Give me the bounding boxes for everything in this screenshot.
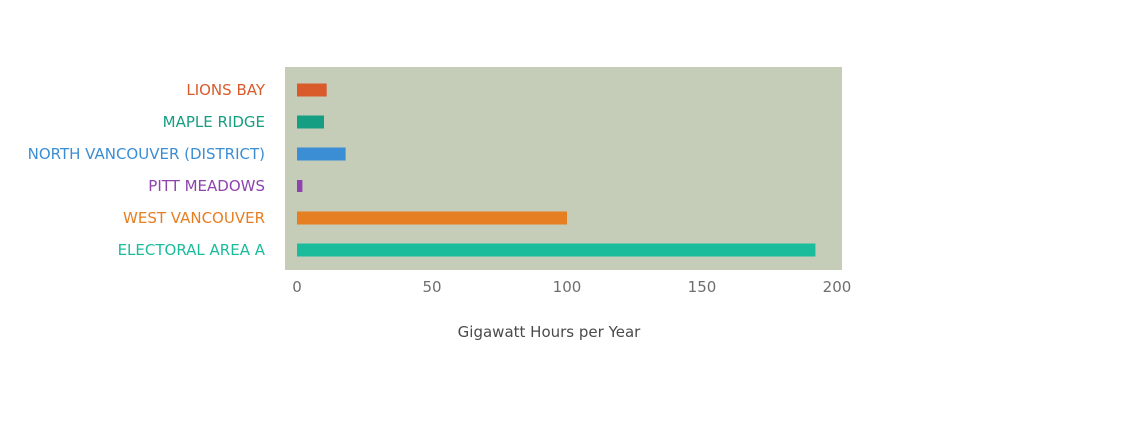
x-axis-title: Gigawatt Hours per Year xyxy=(458,323,641,341)
bar-pitt-meadows xyxy=(297,180,303,192)
bar-electoral-area-a xyxy=(297,243,816,257)
bars-group xyxy=(297,83,816,257)
category-label: LIONS BAY xyxy=(186,81,265,99)
x-tick-label: 100 xyxy=(553,278,582,296)
category-label: PITT MEADOWS xyxy=(148,177,265,195)
bar-west-vancouver xyxy=(297,211,567,225)
category-label: WEST VANCOUVER xyxy=(123,209,265,227)
category-label: MAPLE RIDGE xyxy=(163,113,265,131)
bar-north-vancouver-district xyxy=(297,147,346,161)
x-tick-label: 150 xyxy=(688,278,717,296)
bar-maple-ridge xyxy=(297,115,324,129)
x-tick-label: 200 xyxy=(823,278,852,296)
plot-area xyxy=(285,67,842,270)
category-labels: LIONS BAY MAPLE RIDGE NORTH VANCOUVER (DIS… xyxy=(28,81,266,259)
x-axis-ticks: 0 50 100 150 200 xyxy=(292,278,851,296)
x-tick-label: 50 xyxy=(422,278,441,296)
bar-lions-bay xyxy=(297,83,327,97)
category-label: NORTH VANCOUVER (DISTRICT) xyxy=(28,145,265,163)
category-label: ELECTORAL AREA A xyxy=(118,241,266,259)
x-tick-label: 0 xyxy=(292,278,302,296)
